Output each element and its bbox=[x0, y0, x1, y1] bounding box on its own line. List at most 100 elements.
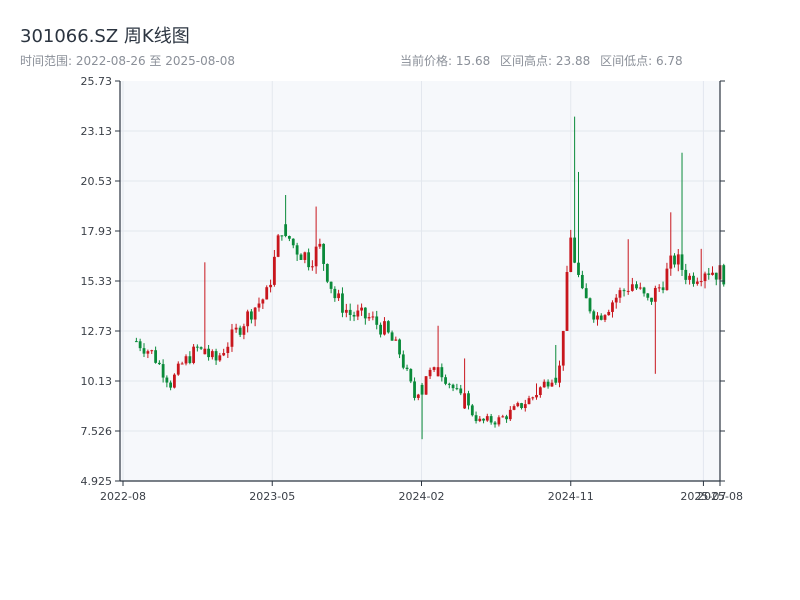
candle-body bbox=[661, 287, 665, 291]
candle-body bbox=[512, 406, 516, 410]
candle-body bbox=[287, 236, 291, 239]
candle-body bbox=[413, 381, 416, 398]
y-tick-label: 17.93 bbox=[81, 225, 113, 238]
candle-body bbox=[538, 387, 542, 396]
x-tick-label: 2022-08 bbox=[100, 490, 146, 503]
candle-body bbox=[699, 281, 703, 283]
candle-body bbox=[341, 293, 344, 313]
candle-body bbox=[520, 403, 523, 409]
candle-body bbox=[360, 307, 363, 311]
candle-body bbox=[611, 302, 614, 312]
candle-body bbox=[622, 290, 626, 292]
candle-body bbox=[722, 265, 726, 285]
candle-body bbox=[409, 369, 413, 382]
candle-body bbox=[295, 245, 299, 255]
candle-body bbox=[688, 275, 691, 280]
candle-body bbox=[134, 341, 138, 343]
y-tick-label: 10.13 bbox=[81, 375, 113, 388]
x-tick-label: 2025-08 bbox=[697, 490, 743, 503]
candle-body bbox=[635, 284, 638, 289]
candle-body bbox=[527, 398, 531, 405]
candle-body bbox=[284, 224, 288, 237]
y-tick-label: 12.73 bbox=[81, 325, 113, 338]
candle-body bbox=[416, 394, 420, 398]
candle-body bbox=[276, 235, 280, 257]
candle-body bbox=[214, 351, 218, 361]
candle-body bbox=[653, 287, 657, 302]
range-high: 区间高点: 23.88 bbox=[500, 54, 591, 68]
candle-body bbox=[333, 288, 337, 299]
candle-body bbox=[554, 377, 558, 383]
candle-body bbox=[146, 351, 150, 354]
price-stats: 当前价格: 15.68 区间高点: 23.88 区间低点: 6.78 bbox=[400, 52, 689, 69]
candle-body bbox=[638, 287, 642, 289]
candle-body bbox=[356, 310, 360, 317]
candle-body bbox=[269, 284, 272, 288]
candle-body bbox=[646, 293, 650, 298]
x-tick-label: 2025-07 bbox=[680, 490, 726, 503]
candle-body bbox=[546, 381, 550, 387]
candle-body bbox=[630, 284, 634, 291]
candle-body bbox=[626, 290, 630, 292]
candle-body bbox=[299, 254, 303, 260]
candle-body bbox=[673, 255, 676, 265]
candle-body bbox=[322, 243, 326, 264]
candle-body bbox=[467, 393, 470, 406]
candle-body bbox=[508, 409, 512, 420]
candle-body bbox=[314, 246, 318, 267]
candle-body bbox=[157, 362, 161, 365]
candle-body bbox=[535, 395, 538, 398]
candle-body bbox=[440, 367, 444, 378]
candle-body bbox=[493, 422, 497, 425]
candle-body bbox=[501, 416, 505, 418]
x-tick-label: 2024-11 bbox=[548, 490, 594, 503]
candle-body bbox=[383, 321, 386, 335]
candle-body bbox=[618, 290, 622, 298]
candle-body bbox=[318, 243, 322, 247]
candle-body bbox=[398, 339, 401, 355]
candle-body bbox=[497, 417, 501, 425]
candle-body bbox=[161, 364, 165, 378]
candle-body bbox=[424, 376, 428, 395]
candle-body bbox=[154, 350, 158, 363]
candle-body bbox=[222, 353, 226, 356]
candle-body bbox=[573, 237, 577, 263]
candle-body bbox=[542, 381, 546, 388]
candle-body bbox=[230, 329, 234, 347]
y-tick-label: 15.33 bbox=[81, 275, 113, 288]
candle-body bbox=[180, 363, 184, 365]
candle-body bbox=[561, 330, 565, 366]
x-tick-label: 2024-02 bbox=[399, 490, 445, 503]
candle-body bbox=[614, 297, 618, 303]
current-price: 当前价格: 15.68 bbox=[400, 54, 491, 68]
candle-body bbox=[226, 346, 230, 354]
candle-body bbox=[516, 403, 520, 407]
candle-body bbox=[665, 268, 669, 291]
candle-body bbox=[692, 275, 695, 284]
candle-body bbox=[367, 317, 371, 319]
candle-body bbox=[684, 269, 688, 280]
candle-body bbox=[444, 377, 447, 384]
candle-body bbox=[523, 404, 527, 409]
candle-body bbox=[173, 374, 176, 388]
candle-body bbox=[680, 254, 684, 270]
y-tick-label: 25.73 bbox=[81, 75, 113, 88]
candle-body bbox=[436, 367, 440, 377]
candle-body bbox=[363, 307, 367, 319]
candle-body bbox=[428, 369, 432, 377]
candle-body bbox=[210, 351, 214, 358]
candle-body bbox=[489, 416, 493, 423]
candle-body bbox=[371, 316, 375, 318]
candle-body bbox=[280, 235, 284, 237]
candle-body bbox=[474, 415, 478, 422]
candle-body bbox=[195, 346, 199, 348]
date-range: 时间范围: 2022-08-26 至 2025-08-08 bbox=[20, 54, 235, 68]
candle-body bbox=[249, 311, 253, 320]
candle-body bbox=[565, 272, 569, 331]
candle-body bbox=[451, 384, 455, 389]
candle-body bbox=[176, 363, 180, 375]
y-tick-label: 4.925 bbox=[81, 475, 113, 488]
candle-body bbox=[592, 311, 596, 320]
candle-body bbox=[405, 367, 409, 370]
